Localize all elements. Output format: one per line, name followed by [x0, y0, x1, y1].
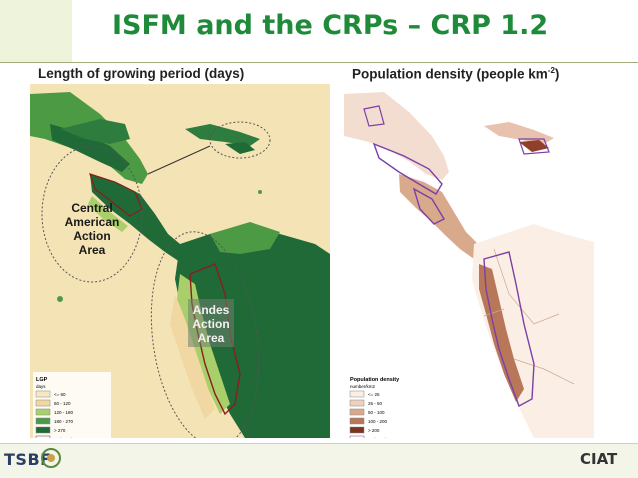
pop-central-america — [399, 174, 484, 259]
legend-item-label: Action Sites — [54, 437, 79, 438]
central-area-label-2: American — [65, 215, 120, 229]
central-area-label-4: Area — [79, 243, 106, 257]
legend-swatch — [35, 390, 51, 398]
legend-swatch — [35, 435, 51, 438]
pop-mexico-land — [344, 92, 449, 180]
pop-andes-action-site — [483, 251, 535, 407]
legend-swatch — [349, 417, 365, 425]
lgp-map-title: Length of growing period (days) — [38, 66, 245, 81]
legend-swatch — [349, 435, 365, 438]
tsbf-logo-icon — [41, 448, 61, 468]
lgp-mexico-wet — [50, 124, 130, 172]
lgp-venezuela — [210, 222, 280, 254]
population-map-title: Population density (people km-2) — [352, 66, 560, 82]
legend-swatch — [349, 399, 365, 407]
legend-swatch — [349, 408, 365, 416]
footer-divider — [0, 443, 638, 444]
legend-swatch — [35, 399, 51, 407]
legend-unit: number/km2 — [350, 384, 376, 389]
lgp-south-america — [175, 224, 330, 438]
legend-unit: days — [36, 384, 46, 389]
legend-swatch — [35, 408, 51, 416]
andes-label-box — [188, 299, 234, 347]
lgp-hispaniola — [225, 142, 255, 154]
legend-heading: Population density — [350, 377, 400, 383]
lgp-island-1 — [57, 296, 63, 302]
pop-mexico-action-site — [363, 105, 385, 127]
legend-heading: LGP — [36, 377, 48, 383]
legend-item-label: 100 - 200 — [368, 419, 388, 424]
legend-item-label: Action Sites — [368, 437, 393, 438]
pop-central-action-site — [372, 142, 443, 195]
lgp-central-america — [90, 174, 190, 262]
andes-area-label-1: Andes — [193, 303, 230, 317]
legend-swatch — [35, 417, 51, 425]
lgp-central-action-site — [89, 173, 143, 217]
header-divider — [0, 62, 638, 63]
pop-south-america — [472, 224, 594, 438]
lgp-coast-arid — [170, 294, 215, 419]
ciat-logo-text: CIAT — [580, 450, 618, 468]
legend-item-label: <= 25 — [368, 392, 380, 397]
lgp-central-area-ellipse — [41, 145, 143, 283]
legend-swatch — [349, 390, 365, 398]
pop-hispaniola — [519, 140, 549, 152]
lgp-island-2 — [258, 190, 262, 194]
legend-item-label: > 270 — [54, 428, 66, 433]
legend-swatch — [35, 426, 51, 434]
lgp-central-america-dry — [88, 196, 128, 232]
legend-item-label: 180 - 270 — [54, 419, 74, 424]
legend-item-label: 25 - 50 — [368, 401, 383, 406]
legend-item-label: 60 - 120 — [54, 401, 71, 406]
population-map-panel: Population density (people km-2) Populat… — [344, 64, 638, 438]
pop-central-action-site-2 — [412, 187, 445, 225]
pop-andes-dense — [479, 264, 524, 402]
lgp-map: Central American Action Area Andes Actio… — [30, 84, 330, 438]
legend-swatch — [349, 426, 365, 434]
tsbf-logo-text: TSBF — [4, 450, 52, 469]
legend-item-label: <= 60 — [54, 392, 66, 397]
lgp-andes-area-ellipse — [150, 231, 260, 438]
andes-area-label-2: Action — [192, 317, 229, 331]
footer-band — [0, 444, 638, 478]
slide-title: ISFM and the CRPs – CRP 1.2 — [112, 10, 549, 41]
lgp-connector-line — [147, 145, 211, 175]
central-area-label-1: Central — [71, 201, 112, 215]
lgp-yucatan — [60, 119, 130, 144]
andes-area-label-3: Area — [198, 331, 225, 345]
legend-item-label: 50 - 100 — [368, 410, 385, 415]
legend-item-label: 120 - 180 — [54, 410, 74, 415]
header-band — [0, 0, 638, 62]
lgp-map-panel: Length of growing period (days) Centra — [30, 64, 330, 438]
pop-hispaniola-action-site — [518, 138, 550, 155]
lgp-caribbean-ellipse — [209, 121, 271, 159]
header-accent-tab — [0, 0, 72, 62]
lgp-caribbean-islands — [185, 124, 260, 146]
legend-item-label: > 200 — [368, 428, 380, 433]
central-area-label-3: Action — [73, 229, 110, 243]
